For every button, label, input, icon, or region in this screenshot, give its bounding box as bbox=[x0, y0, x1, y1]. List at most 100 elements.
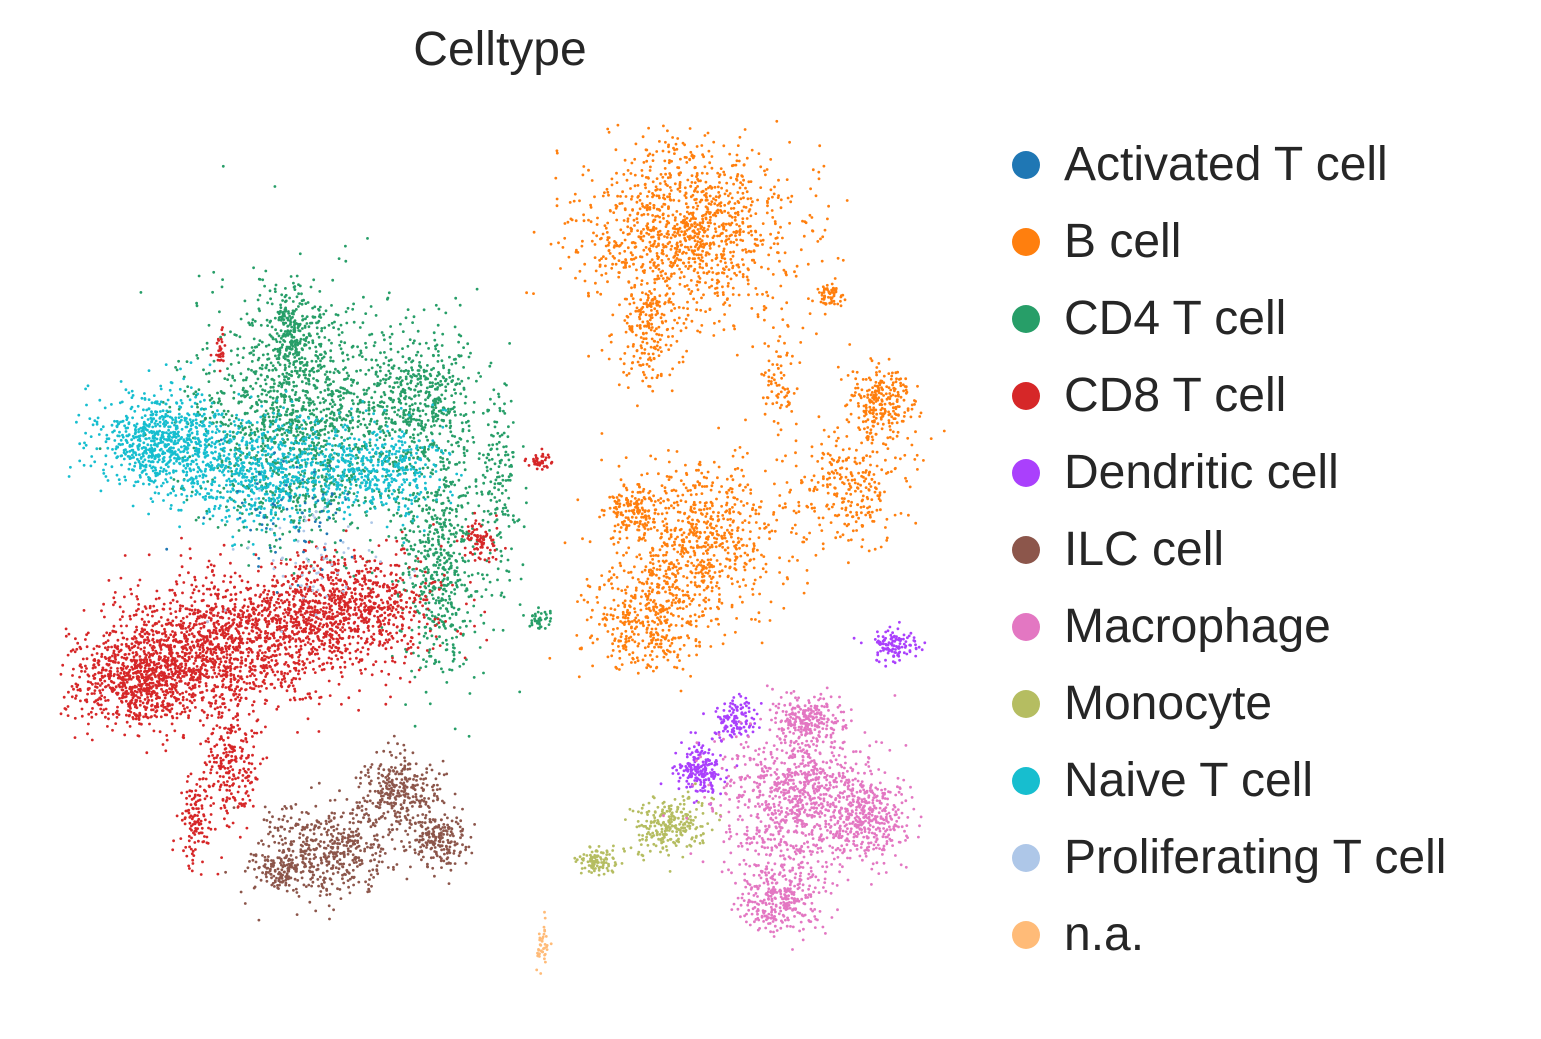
cell-point bbox=[484, 461, 487, 465]
cell-point bbox=[433, 424, 436, 427]
cell-point bbox=[308, 334, 311, 337]
cell-point bbox=[329, 422, 333, 426]
cell-point bbox=[78, 459, 82, 463]
cell-point bbox=[464, 413, 468, 416]
cell-point bbox=[116, 420, 119, 423]
cell-point bbox=[271, 419, 275, 423]
cell-point bbox=[229, 330, 232, 334]
cell-point bbox=[160, 687, 163, 691]
cell-point bbox=[171, 487, 175, 491]
cell-point bbox=[413, 339, 416, 343]
cell-point bbox=[182, 377, 186, 381]
cell-point bbox=[441, 528, 444, 532]
cell-point bbox=[294, 351, 297, 355]
cell-point bbox=[409, 547, 413, 551]
cell-point bbox=[402, 412, 406, 416]
cell-point bbox=[323, 433, 327, 436]
cell-point bbox=[365, 514, 368, 517]
cell-point bbox=[499, 549, 503, 553]
cell-point bbox=[349, 413, 353, 417]
cell-point bbox=[266, 444, 269, 448]
cell-point bbox=[454, 507, 458, 511]
cell-point bbox=[268, 499, 271, 503]
cell-point bbox=[284, 366, 287, 370]
cell-point bbox=[188, 418, 192, 421]
cell-point bbox=[482, 481, 486, 485]
cell-point bbox=[141, 426, 145, 429]
cell-point bbox=[448, 507, 452, 510]
cell-point bbox=[482, 453, 485, 457]
cell-point bbox=[456, 523, 460, 527]
cell-point bbox=[284, 310, 287, 313]
cell-point bbox=[190, 494, 193, 498]
cell-point bbox=[373, 341, 377, 344]
cell-point bbox=[287, 377, 291, 380]
cell-point bbox=[270, 453, 273, 457]
cell-point bbox=[99, 703, 103, 707]
cell-point bbox=[235, 471, 239, 475]
cell-point bbox=[374, 443, 377, 447]
cell-point bbox=[154, 419, 158, 423]
cell-point bbox=[367, 412, 371, 416]
cell-point bbox=[242, 378, 245, 382]
cell-point bbox=[384, 416, 387, 420]
cell-point bbox=[157, 458, 161, 462]
cell-point bbox=[430, 431, 433, 435]
cell-point bbox=[427, 445, 431, 448]
cell-point bbox=[367, 400, 371, 404]
cell-point bbox=[406, 468, 409, 472]
cell-point bbox=[488, 551, 492, 555]
cell-point bbox=[251, 318, 255, 322]
cell-point bbox=[489, 467, 493, 471]
cell-point bbox=[190, 440, 193, 444]
cell-point bbox=[269, 462, 273, 466]
cell-point bbox=[301, 442, 304, 446]
cell-point bbox=[191, 459, 194, 463]
cell-point bbox=[274, 513, 277, 517]
cell-point bbox=[292, 519, 296, 523]
cell-point bbox=[437, 596, 440, 600]
cell-point bbox=[340, 556, 344, 559]
cell-point bbox=[315, 415, 318, 419]
cell-point bbox=[474, 485, 478, 488]
cell-point bbox=[303, 326, 307, 329]
cell-point bbox=[349, 468, 353, 472]
cell-point bbox=[351, 355, 355, 359]
cell-point bbox=[489, 480, 493, 484]
cell-point bbox=[389, 347, 393, 351]
cell-point bbox=[432, 597, 435, 600]
cell-point bbox=[95, 447, 99, 451]
cell-point bbox=[210, 441, 214, 444]
cell-point bbox=[273, 316, 277, 320]
cell-point bbox=[327, 338, 331, 342]
cell-point bbox=[340, 442, 344, 445]
cell-point bbox=[231, 376, 235, 380]
cell-point bbox=[78, 675, 81, 679]
cell-point bbox=[239, 422, 243, 425]
cell-point bbox=[444, 468, 448, 471]
cell-point bbox=[287, 499, 291, 503]
cell-point bbox=[344, 310, 348, 314]
cell-point bbox=[277, 473, 280, 476]
cell-point bbox=[430, 634, 434, 638]
cell-point bbox=[390, 580, 394, 583]
cell-point bbox=[443, 614, 446, 618]
cell-point bbox=[491, 443, 495, 447]
cell-point bbox=[320, 357, 324, 360]
cell-point bbox=[450, 380, 454, 383]
cell-point bbox=[451, 434, 454, 438]
cell-point bbox=[500, 554, 504, 558]
cell-point bbox=[234, 416, 238, 420]
cell-point bbox=[205, 341, 209, 345]
cell-point bbox=[246, 494, 250, 497]
cell-point bbox=[304, 497, 308, 500]
cell-point bbox=[324, 380, 327, 384]
cell-point bbox=[411, 519, 415, 523]
cell-point bbox=[453, 325, 457, 329]
cell-point bbox=[444, 479, 448, 483]
cell-point bbox=[334, 367, 337, 371]
cell-point bbox=[104, 454, 108, 458]
cell-point bbox=[502, 595, 506, 599]
cell-point bbox=[435, 397, 439, 401]
cell-point bbox=[293, 492, 297, 496]
